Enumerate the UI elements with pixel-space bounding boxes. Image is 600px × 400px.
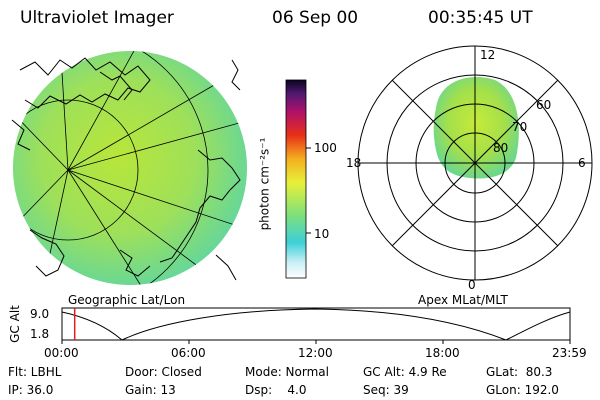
mlt-label-18: 18	[346, 156, 362, 170]
timeline-xtick-2: 12:00	[298, 346, 333, 360]
mlt-label-12: 12	[480, 48, 496, 62]
info-flt: Flt: LBHL	[8, 365, 62, 379]
colorbar-unit-label: photon cm⁻²s⁻¹	[257, 137, 272, 231]
colorbar-label-100: 100	[314, 141, 337, 155]
timeline-xtick-4: 23:59	[552, 346, 587, 360]
info-ip: IP: 36.0	[8, 383, 54, 397]
timeline-ytick-low: 1.8	[30, 327, 50, 341]
info-gain: Gain: 13	[125, 383, 176, 397]
polar-panel-label: Apex MLat/MLT	[418, 293, 508, 307]
colorbar	[285, 79, 307, 279]
altitude-curve	[61, 308, 571, 341]
auroral-oval	[433, 77, 519, 179]
timeline-ticks	[61, 340, 571, 344]
mlt-label-0: 0	[468, 278, 476, 292]
mlat-label-70: 70	[512, 120, 528, 134]
timeline-plot	[61, 307, 571, 344]
timeline-xtick-3: 18:00	[425, 346, 460, 360]
date-label: 06 Sep 00	[272, 8, 359, 28]
info-door: Door: Closed	[125, 365, 202, 379]
geo-image	[11, 51, 247, 285]
geo-grid	[13, 51, 247, 285]
polar-plot	[357, 45, 593, 281]
instrument-title: Ultraviolet Imager	[20, 8, 174, 28]
timeline-ytick-high: 9.0	[30, 307, 50, 321]
mlat-label-60: 60	[536, 98, 552, 112]
colorbar-label-10: 10	[314, 227, 330, 241]
info-mode: Mode: Normal	[245, 365, 329, 379]
time-label: 00:35:45 UT	[428, 8, 533, 28]
geo-panel-label: Geographic Lat/Lon	[68, 293, 186, 307]
polar-grid	[357, 45, 593, 281]
timeline-xtick-1: 06:00	[171, 346, 206, 360]
info-dsp: Dsp: 4.0	[245, 383, 307, 397]
coastlines	[11, 57, 241, 281]
earth-disk	[13, 51, 247, 285]
timeline-xtick-0: 00:00	[44, 346, 79, 360]
timeline-ylabel: GC Alt	[7, 305, 22, 343]
info-glon: GLon: 192.0	[486, 383, 559, 397]
mlat-label-80: 80	[493, 141, 509, 155]
info-seq: Seq: 39	[363, 383, 409, 397]
info-glat: GLat: 80.3	[486, 365, 553, 379]
mlt-label-6: 6	[578, 156, 586, 170]
info-gcalt: GC Alt: 4.9 Re	[363, 365, 447, 379]
